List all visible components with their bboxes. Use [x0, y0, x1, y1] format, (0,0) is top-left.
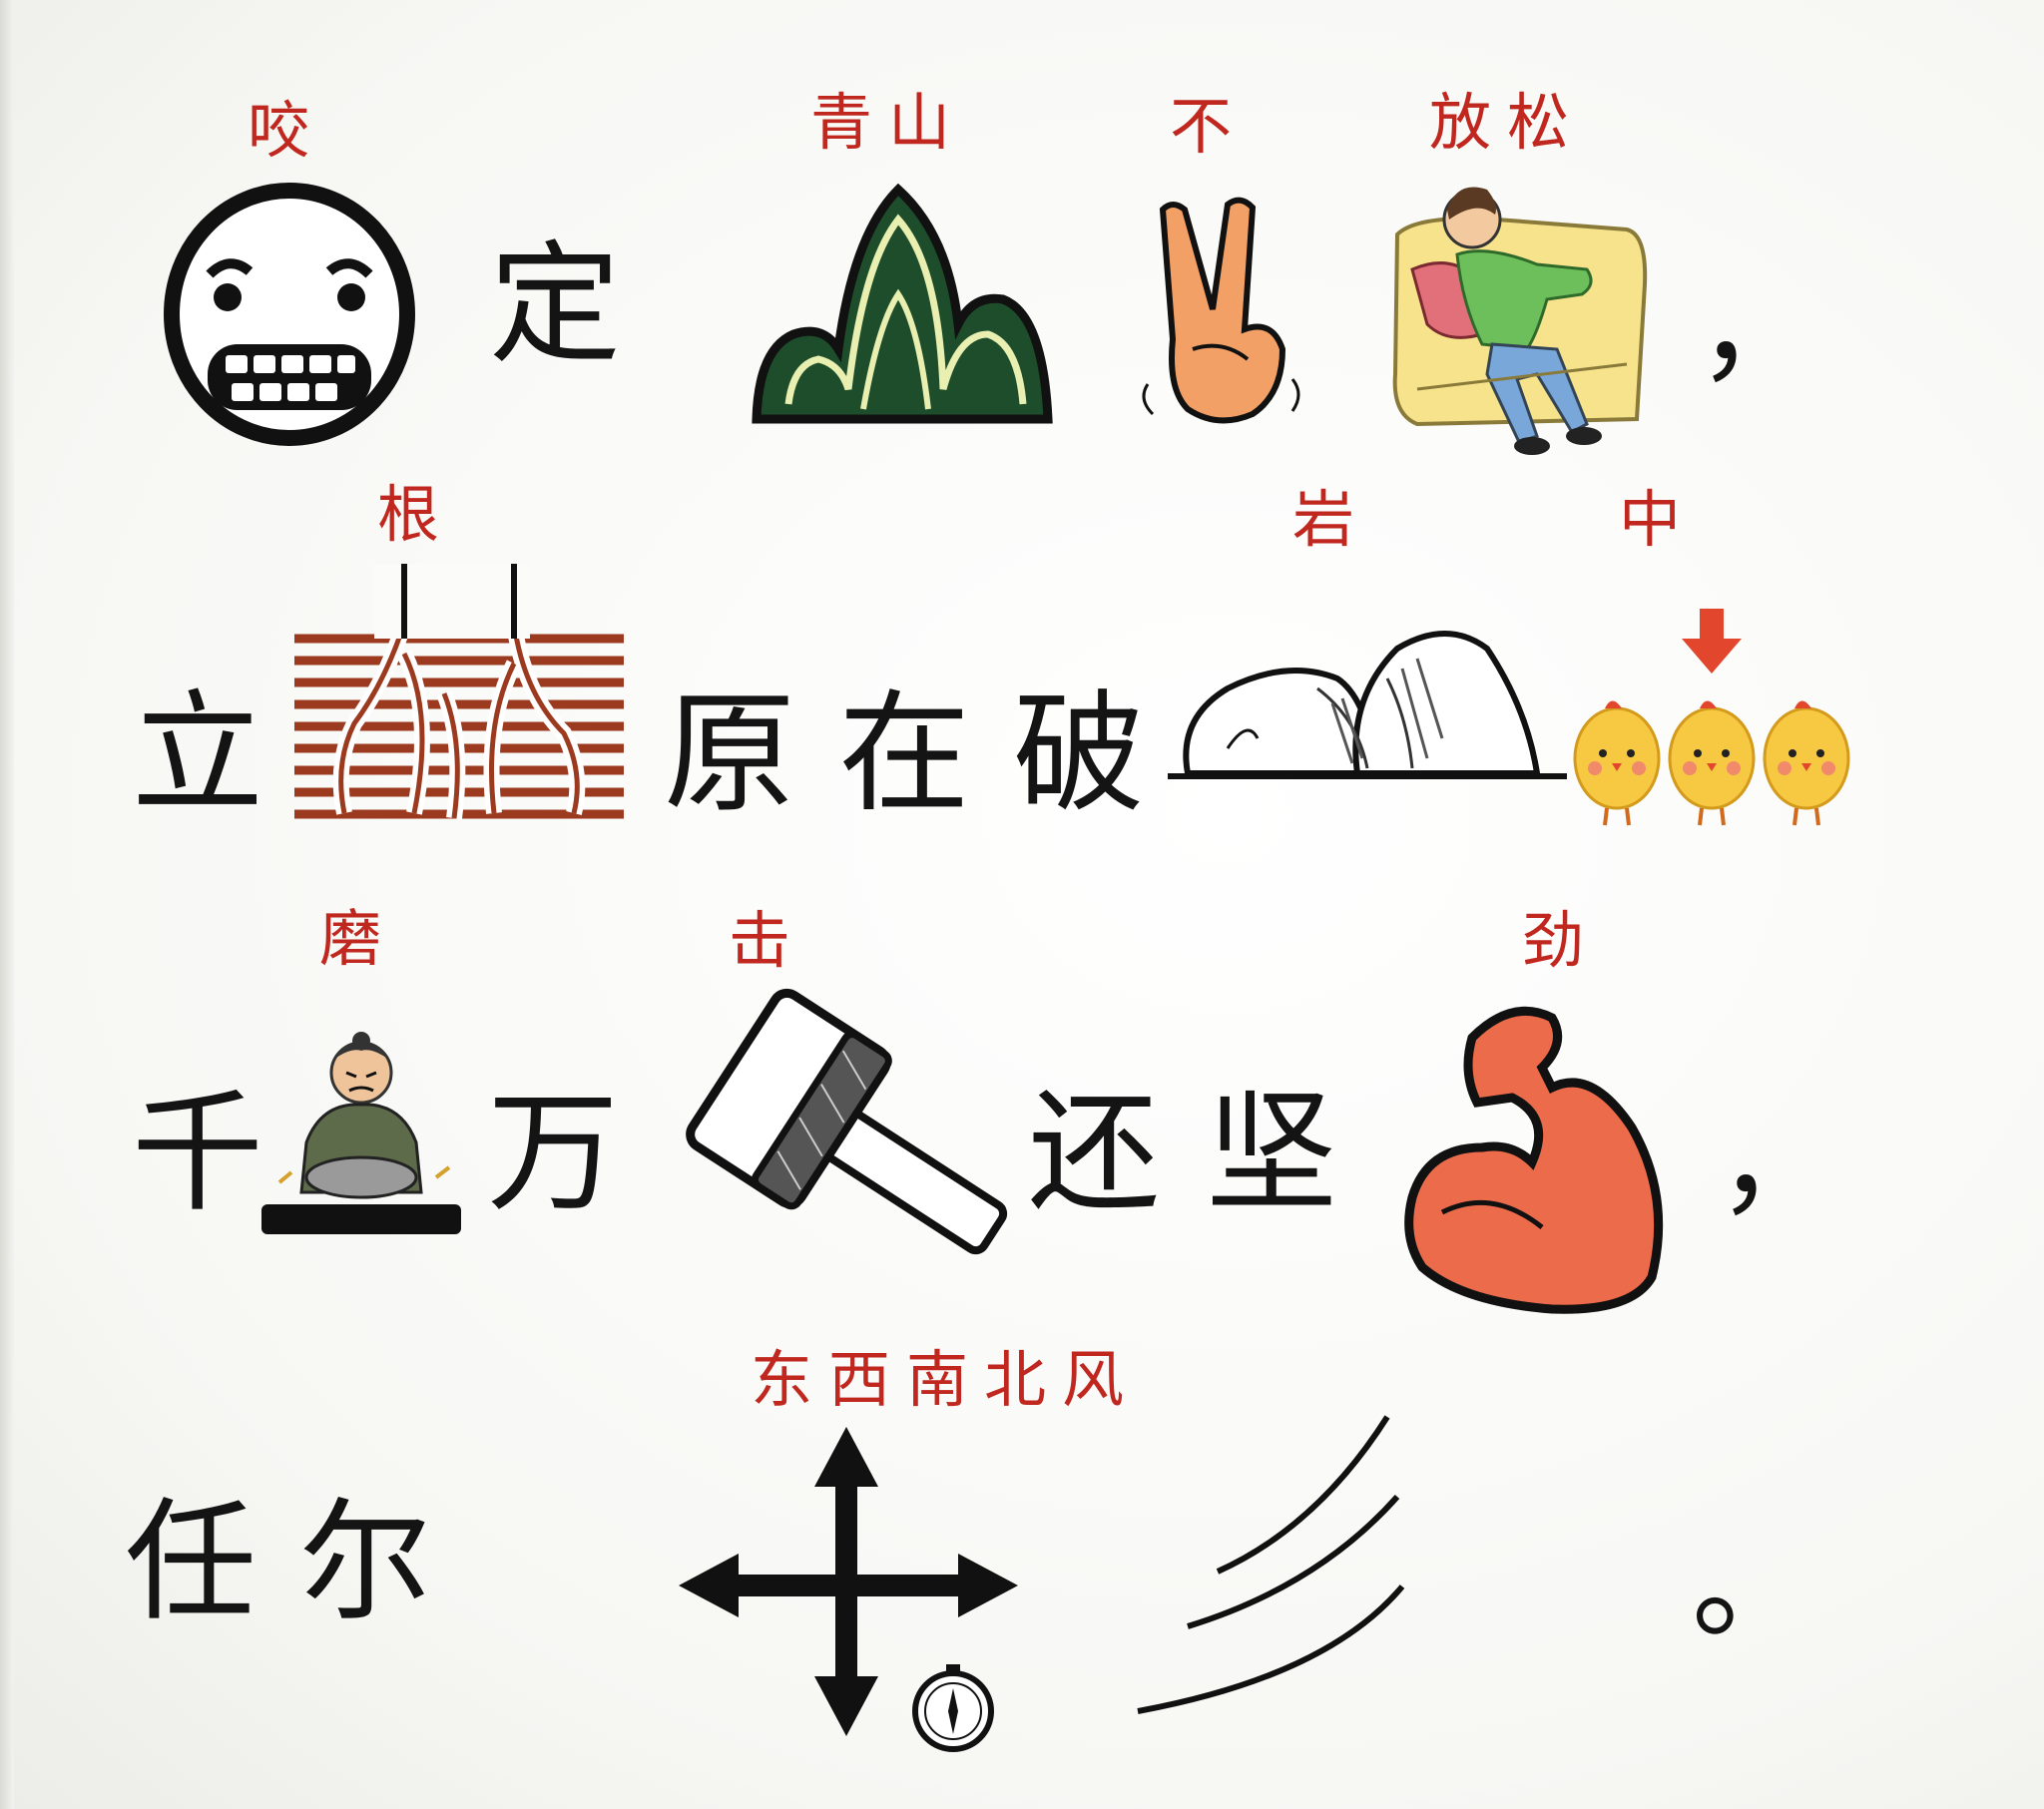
caption-compass: 东西南北风	[751, 1343, 1141, 1416]
caption-rocks: 岩	[1292, 483, 1371, 556]
chicks-arrow-icon	[1573, 609, 1850, 826]
clenched-teeth-face-icon	[164, 183, 415, 446]
green-mountain-icon	[752, 183, 1053, 424]
comma-1: ，	[1697, 259, 1816, 398]
text-wan: 万	[487, 1077, 619, 1230]
caption-hand: 不	[1170, 90, 1249, 163]
flexed-arm-icon	[1404, 1006, 1664, 1314]
caption-face: 咬	[248, 94, 326, 167]
text-ren: 任	[125, 1486, 256, 1639]
rocks-icon	[1168, 631, 1567, 779]
caption-hammer: 击	[729, 904, 807, 977]
caption-roots: 根	[377, 478, 456, 551]
caption-relax: 放松	[1429, 86, 1586, 159]
period: 。	[1692, 1517, 1811, 1655]
grinding-man-icon	[261, 1032, 461, 1234]
text-er: 尔	[299, 1486, 431, 1639]
caption-muscle: 劲	[1522, 904, 1601, 977]
hammer-icon	[686, 988, 1008, 1255]
caption-chicks: 中	[1619, 483, 1698, 556]
page-edge	[0, 0, 14, 1809]
text-po: 破	[1013, 678, 1145, 831]
roots-icon	[294, 564, 624, 820]
comma-2: ，	[1717, 1093, 1836, 1231]
caption-mountain: 青山	[810, 86, 967, 159]
two-fingers-hand-icon	[1142, 197, 1300, 424]
text-li: 立	[132, 678, 263, 831]
caption-grind: 磨	[319, 902, 398, 975]
wind-lines-icon	[1137, 1415, 1405, 1714]
text-yuan: 原	[664, 678, 795, 831]
compass-arrows-icon	[679, 1427, 1018, 1752]
text-hai: 还	[1028, 1077, 1160, 1230]
text-ding: 定	[489, 228, 621, 382]
relaxing-man-icon	[1392, 187, 1648, 455]
text-jian: 坚	[1206, 1077, 1337, 1230]
text-qian: 千	[132, 1077, 263, 1230]
text-zai: 在	[838, 678, 970, 831]
